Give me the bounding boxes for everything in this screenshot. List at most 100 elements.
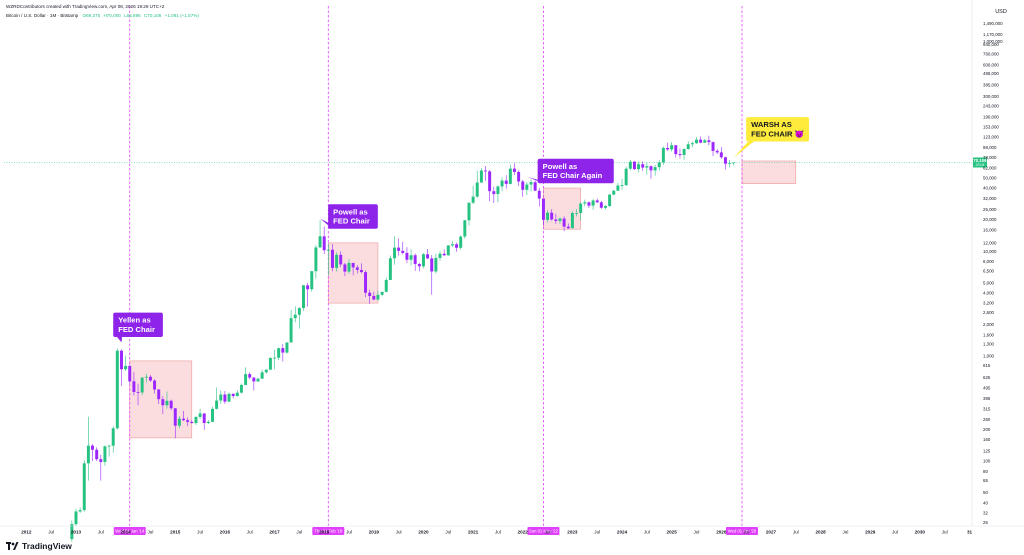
x-tick-label: Jul (495, 530, 501, 535)
fed-event-date-label: Wed 01 Apr '26 (728, 529, 757, 534)
candle (504, 175, 508, 189)
candle (653, 164, 657, 176)
candle (128, 364, 132, 384)
candle-body (231, 393, 235, 397)
candle (335, 252, 339, 272)
candle-body (570, 212, 574, 229)
candle (388, 255, 392, 280)
y-tick-label: 78,000 (983, 155, 997, 160)
x-tick-label: Jul (892, 530, 898, 535)
candle (711, 141, 715, 157)
candle (82, 460, 86, 512)
candle-body (148, 376, 152, 381)
candle (277, 347, 281, 360)
x-tick-label: 2015 (170, 530, 181, 535)
candle (120, 349, 123, 386)
candle (438, 250, 442, 261)
x-tick-label: Jul (247, 530, 253, 535)
candle-body (177, 418, 181, 426)
candle (632, 160, 636, 171)
candle (376, 290, 380, 301)
candle-body (252, 377, 256, 382)
candle-body (723, 157, 727, 164)
x-tick-label: 2019 (369, 530, 380, 535)
candle (719, 147, 723, 159)
candle (107, 445, 111, 457)
candle (517, 170, 521, 186)
candle (343, 262, 347, 277)
drawdown-zone (129, 360, 193, 439)
y-tick-label: 1,170,000 (983, 32, 1003, 37)
candle-body (239, 384, 243, 393)
candle-body (512, 168, 516, 172)
candle (115, 348, 119, 430)
candle (587, 201, 591, 209)
candle-body (455, 244, 459, 248)
candle (500, 177, 504, 192)
candle-body (293, 314, 297, 319)
candle (699, 136, 703, 144)
candle-body (285, 342, 289, 353)
candle-body (74, 511, 78, 525)
candle (707, 135, 711, 146)
candle (641, 161, 645, 171)
candle-body (690, 143, 694, 145)
candle (624, 166, 628, 186)
callout-text: Yellen as (118, 316, 151, 325)
y-tick-label: 815 (983, 363, 991, 368)
fed-event-date-label: Wed 01 Jan '14 (115, 529, 145, 534)
fed-event-date-label: Thu 01 Feb '18 (314, 529, 343, 534)
candle-body (339, 254, 343, 265)
candle-body (384, 279, 388, 292)
candle-body (347, 262, 351, 272)
y-tick-label: 32 (983, 510, 988, 515)
candle (529, 179, 533, 192)
tradingview-logo-icon (6, 542, 19, 550)
x-tick-label: Jul (396, 530, 402, 535)
candle-body (426, 254, 430, 259)
candle (289, 309, 293, 343)
time-axis[interactable]: 2012 Jul 2013 Jul 2014 Jul 2015 Jul 2016 Jul 2017 J… (0, 525, 1024, 535)
candle (595, 198, 599, 203)
candle-body (364, 272, 368, 293)
x-tick-label: 31 (967, 530, 973, 535)
candle-body (657, 162, 661, 168)
candle-body (599, 202, 603, 208)
y-tick-label: 1,000 (983, 354, 995, 359)
candle (372, 291, 376, 301)
x-tick-label: Jul (445, 530, 451, 535)
candle (723, 156, 727, 170)
candle-body (463, 220, 467, 237)
x-tick-label: 2016 (220, 530, 231, 535)
candle-body (351, 262, 355, 268)
candle (368, 289, 372, 304)
candle-body (161, 399, 165, 406)
x-tick-label: Jul (694, 530, 700, 535)
candle-body (666, 147, 670, 150)
y-tick-label: 153,000 (983, 125, 999, 130)
y-tick-label: 1,490,000 (983, 21, 1003, 26)
candle-body (302, 285, 305, 309)
candle (484, 166, 488, 181)
candle (682, 148, 686, 160)
candle-body (409, 255, 413, 260)
y-tick-label: 2,600 (983, 310, 995, 315)
candle (537, 188, 541, 207)
candle (628, 160, 632, 171)
candle-body (434, 257, 438, 272)
y-tick-label: 625 (983, 375, 991, 380)
candle-body (678, 154, 682, 156)
candle-body (314, 247, 318, 272)
candle-body (496, 186, 500, 195)
candle (442, 249, 446, 257)
ohlc-open: O69,275 (82, 13, 101, 18)
candle-body (219, 394, 223, 401)
candle (219, 390, 223, 404)
candle (645, 162, 649, 175)
candle (227, 392, 231, 403)
candle (579, 202, 583, 221)
